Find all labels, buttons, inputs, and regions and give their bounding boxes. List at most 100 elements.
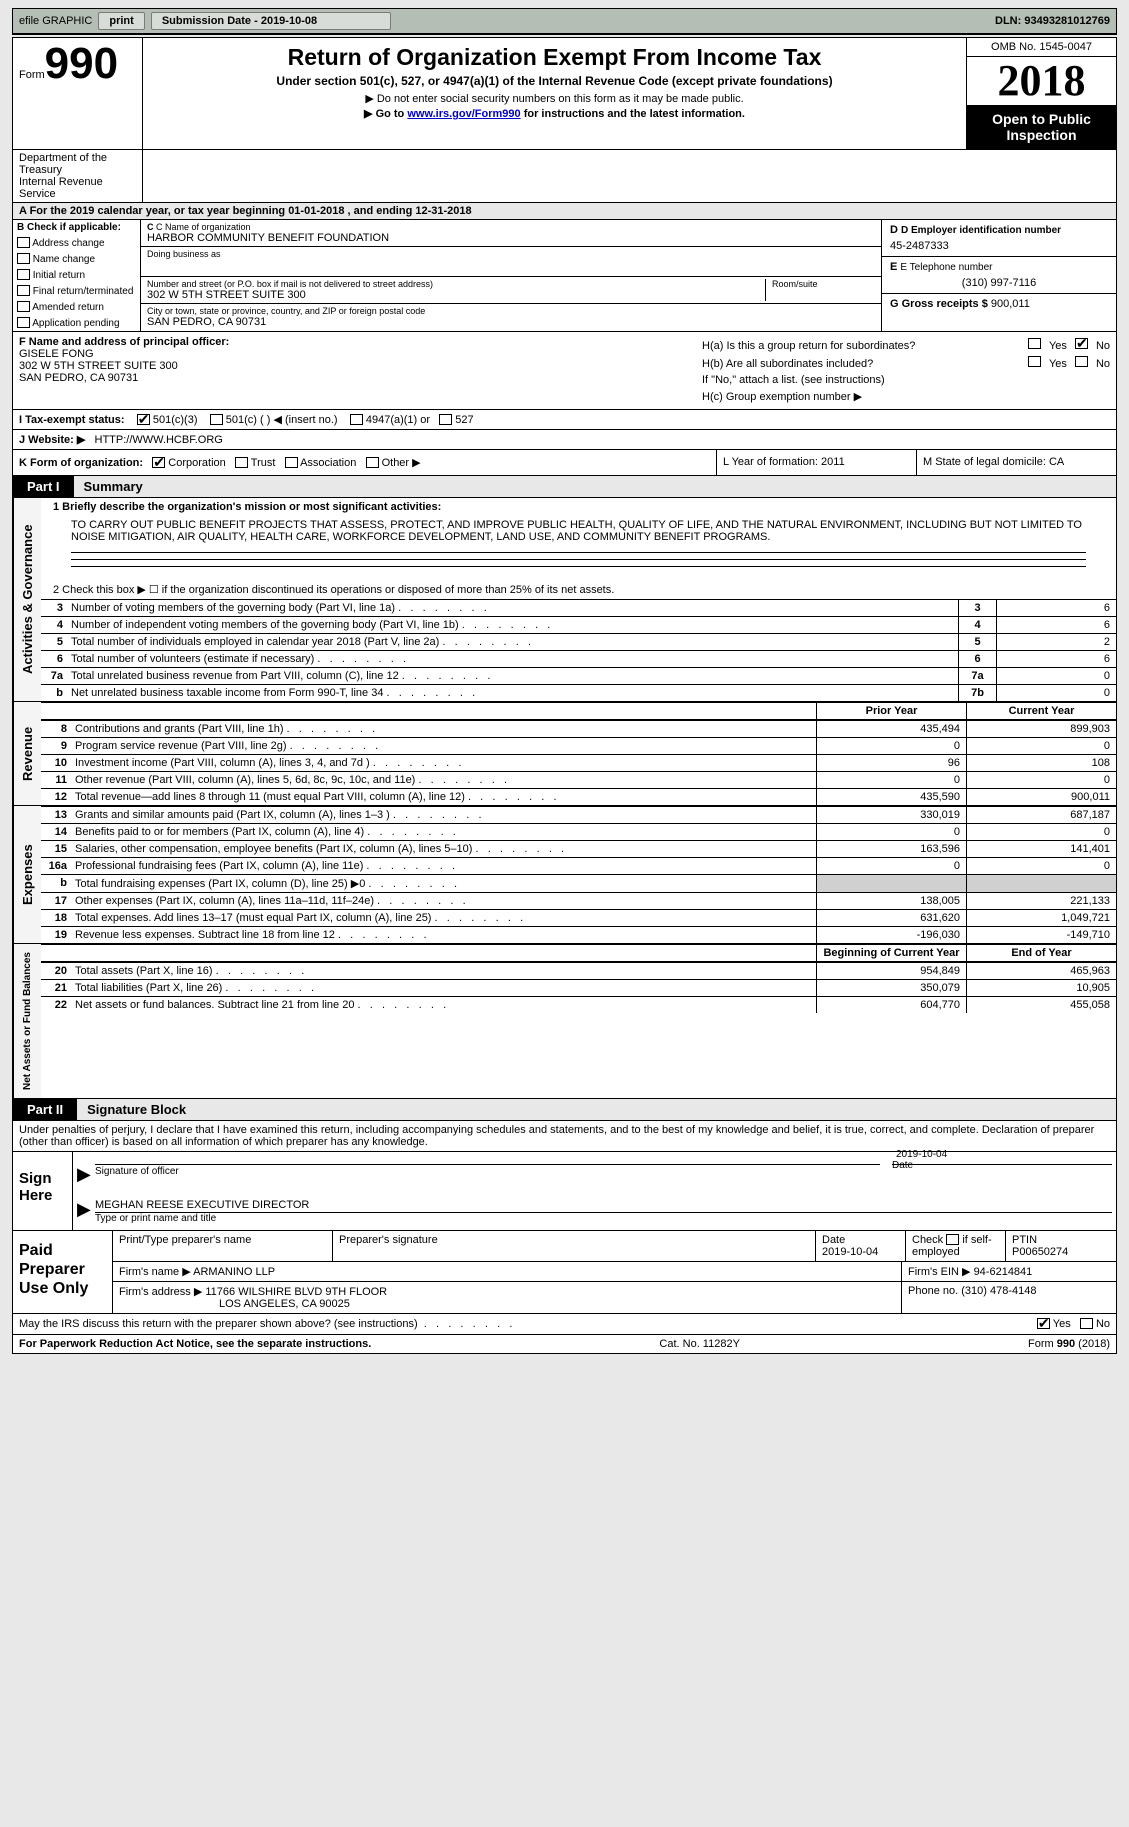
form-number: 990 — [45, 39, 118, 88]
hdr-curr: Current Year — [966, 703, 1116, 719]
state-domicile: M State of legal domicile: CA — [916, 450, 1116, 475]
arrow-icon: ▶ — [77, 1164, 95, 1185]
line2: 2 Check this box ▶ ☐ if the organization… — [41, 573, 1116, 599]
topbar: efile GRAPHIC print Submission Date - 20… — [12, 8, 1117, 35]
fin-row: 13Grants and similar amounts paid (Part … — [41, 806, 1116, 823]
org-name: HARBOR COMMUNITY BENEFIT FOUNDATION — [147, 232, 875, 244]
fin-row: 22Net assets or fund balances. Subtract … — [41, 996, 1116, 1013]
cb-pending[interactable]: Application pending — [13, 315, 140, 331]
part2-label: Part II — [13, 1099, 77, 1120]
tax-year: 2018 — [967, 57, 1116, 105]
paid-preparer-label: Paid Preparer Use Only — [13, 1231, 113, 1313]
cb-corp[interactable] — [152, 457, 165, 468]
form-footer: Form 990 (2018) — [1028, 1338, 1110, 1350]
irs-yes[interactable] — [1037, 1318, 1050, 1329]
cb-501c[interactable] — [210, 414, 223, 425]
cb-527[interactable] — [439, 414, 452, 425]
cb-assoc[interactable] — [285, 457, 298, 468]
form-page: Form990 Return of Organization Exempt Fr… — [12, 37, 1117, 1354]
fin-row: 10Investment income (Part VIII, column (… — [41, 754, 1116, 771]
cat-no: Cat. No. 11282Y — [659, 1338, 740, 1350]
hdr-beg: Beginning of Current Year — [816, 945, 966, 961]
arrow-icon: ▶ — [77, 1199, 95, 1224]
cb-self-emp[interactable] — [946, 1234, 959, 1245]
perjury-text: Under penalties of perjury, I declare th… — [13, 1121, 1116, 1151]
sig-officer-line[interactable]: Signature of officer — [95, 1164, 880, 1185]
cb-501c3[interactable] — [137, 414, 150, 425]
cb-amended[interactable]: Amended return — [13, 299, 140, 315]
vtab-netassets: Net Assets or Fund Balances — [13, 944, 41, 1098]
page-title: Return of Organization Exempt From Incom… — [155, 44, 954, 71]
fin-row: 12Total revenue—add lines 8 through 11 (… — [41, 788, 1116, 805]
fin-row: 18Total expenses. Add lines 13–17 (must … — [41, 909, 1116, 926]
note-link: ▶ Go to www.irs.gov/Form990 for instruct… — [155, 107, 954, 120]
vtab-activities: Activities & Governance — [13, 498, 41, 701]
irs-no[interactable] — [1080, 1318, 1093, 1329]
firm-addr2: LOS ANGELES, CA 90025 — [119, 1298, 350, 1310]
firm-addr1: 11766 WILSHIRE BLVD 9TH FLOOR — [205, 1286, 387, 1298]
fin-row: 9Program service revenue (Part VIII, lin… — [41, 737, 1116, 754]
fin-row: 11Other revenue (Part VIII, column (A), … — [41, 771, 1116, 788]
year-formation: L Year of formation: 2011 — [716, 450, 916, 475]
preparer-table: Print/Type preparer's name Preparer's si… — [113, 1231, 1116, 1313]
header-right: OMB No. 1545-0047 2018 Open to Public In… — [966, 38, 1116, 149]
fin-row: bTotal fundraising expenses (Part IX, co… — [41, 874, 1116, 892]
entity-mid: C C Name of organization HARBOR COMMUNIT… — [141, 220, 881, 331]
cb-initial[interactable]: Initial return — [13, 267, 140, 283]
summary-row: 3Number of voting members of the governi… — [41, 599, 1116, 616]
sign-body: ▶ Signature of officer 2019-10-04 Date ▶… — [73, 1152, 1116, 1230]
entity-right: D D Employer identification number 45-24… — [881, 220, 1116, 331]
k-org-form: K Form of organization: Corporation Trus… — [13, 450, 716, 475]
hb-yes[interactable] — [1028, 356, 1041, 367]
cb-trust[interactable] — [235, 457, 248, 468]
summary-row: 5Total number of individuals employed in… — [41, 633, 1116, 650]
officer-block: F Name and address of principal officer:… — [13, 332, 696, 409]
header-mid: Return of Organization Exempt From Incom… — [143, 38, 966, 149]
check-column: B Check if applicable: Address change Na… — [13, 220, 141, 331]
hb-no[interactable] — [1075, 356, 1088, 367]
cb-4947[interactable] — [350, 414, 363, 425]
part1-title: Summary — [74, 476, 1116, 497]
irs-link[interactable]: www.irs.gov/Form990 — [407, 108, 520, 120]
fin-row: 19Revenue less expenses. Subtract line 1… — [41, 926, 1116, 943]
city: SAN PEDRO, CA 90731 — [147, 316, 875, 328]
fin-row: 8Contributions and grants (Part VIII, li… — [41, 720, 1116, 737]
cb-final[interactable]: Final return/terminated — [13, 283, 140, 299]
firm-ein: 94-6214841 — [974, 1266, 1033, 1278]
summary-row: 4Number of independent voting members of… — [41, 616, 1116, 633]
fin-row: 21Total liabilities (Part X, line 26)350… — [41, 979, 1116, 996]
fin-row: 14Benefits paid to or for members (Part … — [41, 823, 1116, 840]
fin-row: 16aProfessional fundraising fees (Part I… — [41, 857, 1116, 874]
irs-discuss: May the IRS discuss this return with the… — [19, 1318, 1037, 1330]
part1-label: Part I — [13, 476, 74, 497]
firm-phone: (310) 478-4148 — [961, 1285, 1036, 1297]
street: 302 W 5TH STREET SUITE 300 — [147, 289, 765, 301]
line1-label: 1 Briefly describe the organization's mi… — [41, 498, 1116, 516]
cb-other[interactable] — [366, 457, 379, 468]
form-label: Form — [19, 69, 45, 81]
vtab-expenses: Expenses — [13, 806, 41, 943]
note-ssn: ▶ Do not enter social security numbers o… — [155, 92, 954, 105]
summary-row: 6Total number of volunteers (estimate if… — [41, 650, 1116, 667]
submission-date: Submission Date - 2019-10-08 — [151, 12, 391, 30]
ha-no[interactable] — [1075, 338, 1088, 349]
cb-name[interactable]: Name change — [13, 251, 140, 267]
ha-yes[interactable] — [1028, 338, 1041, 349]
fin-row: 17Other expenses (Part IX, column (A), l… — [41, 892, 1116, 909]
mission-text: TO CARRY OUT PUBLIC BENEFIT PROJECTS THA… — [41, 516, 1116, 546]
website-url: HTTP://WWW.HCBF.ORG — [95, 434, 223, 446]
part2-title: Signature Block — [77, 1099, 1116, 1120]
sig-date-val: 2019-10-04 — [892, 1149, 1112, 1160]
hdr-end: End of Year — [966, 945, 1116, 961]
fin-row: 20Total assets (Part X, line 16)954,8494… — [41, 962, 1116, 979]
summary-row: 7aTotal unrelated business revenue from … — [41, 667, 1116, 684]
vtab-revenue: Revenue — [13, 702, 41, 805]
sign-here-label: Sign Here — [13, 1152, 73, 1230]
print-button[interactable]: print — [98, 12, 144, 30]
summary-row: bNet unrelated business taxable income f… — [41, 684, 1116, 701]
officer-printed: MEGHAN REESE EXECUTIVE DIRECTOR — [95, 1199, 1112, 1213]
dept-treasury: Department of the Treasury Internal Reve… — [13, 150, 143, 202]
cb-address[interactable]: Address change — [13, 235, 140, 251]
firm-name: ARMANINO LLP — [193, 1266, 275, 1278]
line-a: A For the 2019 calendar year, or tax yea… — [13, 202, 1116, 220]
